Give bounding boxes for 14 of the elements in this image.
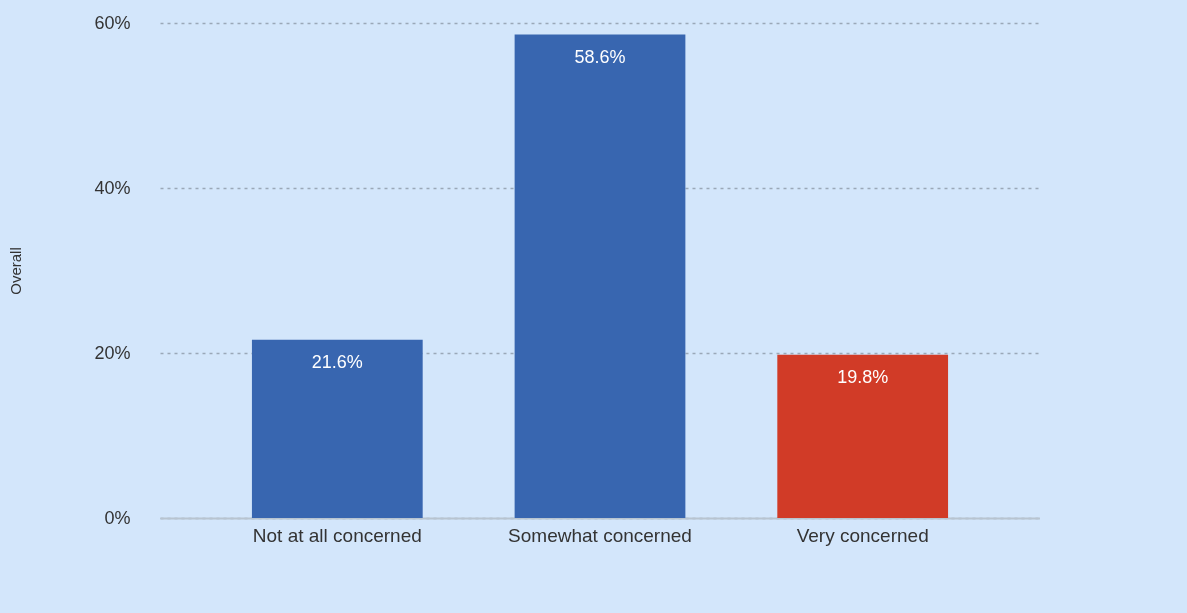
- y-tick-label: 40%: [94, 177, 131, 198]
- bar: [514, 34, 686, 518]
- data-label: 58.6%: [574, 46, 626, 67]
- bar: [251, 339, 423, 518]
- x-tick-label: Not at all concerned: [252, 524, 422, 546]
- x-tick-label: Somewhat concerned: [508, 524, 692, 546]
- y-tick-label: 20%: [94, 342, 131, 363]
- data-label: 21.6%: [311, 351, 363, 372]
- bar: [777, 354, 949, 518]
- y-tick-label: 0%: [104, 507, 131, 528]
- y-axis-title: Overall: [7, 247, 25, 295]
- x-tick-label: Very concerned: [796, 524, 929, 546]
- y-tick-label: 60%: [94, 12, 131, 33]
- data-label: 19.8%: [837, 366, 889, 387]
